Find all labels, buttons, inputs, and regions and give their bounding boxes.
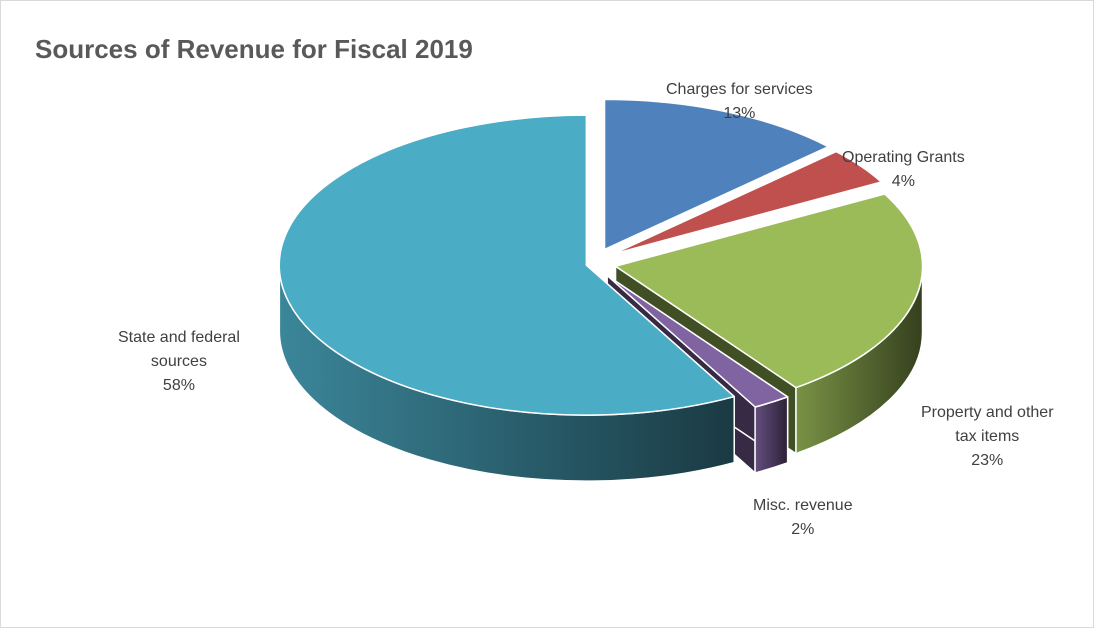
pie-slice-wall-misc-revenue <box>755 397 788 473</box>
slice-percent-label: 4% <box>842 170 965 194</box>
slice-percent-label: 13% <box>666 102 813 126</box>
slice-label-state-and-federal-sources: State and federal sources 58% <box>118 326 240 398</box>
slice-category-label: Property and other <box>921 401 1054 425</box>
slice-label-property-and-other-tax-items: Property and other tax items 23% <box>921 401 1054 473</box>
slice-label-charges-for-services: Charges for services 13% <box>666 78 813 126</box>
slice-category-label: tax items <box>921 425 1054 449</box>
slice-category-label: State and federal <box>118 326 240 350</box>
slice-category-label: Charges for services <box>666 78 813 102</box>
slice-percent-label: 2% <box>753 518 853 542</box>
slice-label-misc-revenue: Misc. revenue 2% <box>753 494 853 542</box>
slice-category-label: Operating Grants <box>842 146 965 170</box>
slice-category-label: sources <box>118 350 240 374</box>
slice-label-operating-grants: Operating Grants 4% <box>842 146 965 194</box>
slice-category-label: Misc. revenue <box>753 494 853 518</box>
slice-percent-label: 58% <box>118 374 240 398</box>
slice-percent-label: 23% <box>921 449 1054 473</box>
